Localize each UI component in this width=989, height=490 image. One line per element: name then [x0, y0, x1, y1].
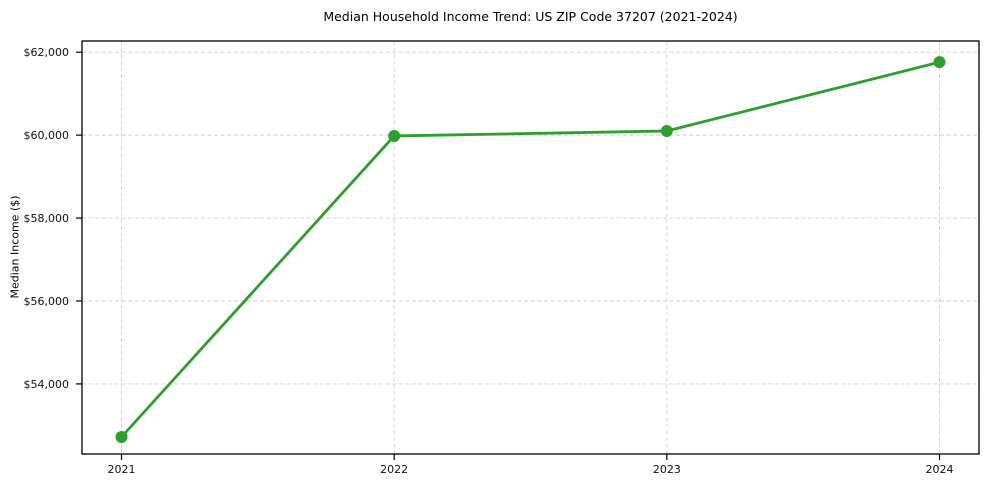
- y-tick-label: $60,000: [24, 129, 70, 142]
- x-tick-label: 2021: [108, 463, 136, 476]
- y-tick-label: $62,000: [24, 46, 70, 59]
- data-point-marker: [660, 124, 673, 137]
- data-point-marker: [388, 129, 401, 142]
- x-tick-label: 2022: [380, 463, 408, 476]
- x-tick-label: 2024: [926, 463, 954, 476]
- data-point-marker: [115, 430, 128, 443]
- plot-border: [81, 40, 980, 455]
- y-tick-label: $58,000: [24, 212, 70, 225]
- x-tick-label: 2023: [653, 463, 681, 476]
- income-trend-line: [120, 60, 941, 439]
- data-point-marker: [933, 56, 946, 69]
- chart-title: Median Household Income Trend: US ZIP Co…: [323, 9, 738, 24]
- y-tick-label: $54,000: [24, 378, 70, 391]
- y-tick-label: $56,000: [24, 295, 70, 308]
